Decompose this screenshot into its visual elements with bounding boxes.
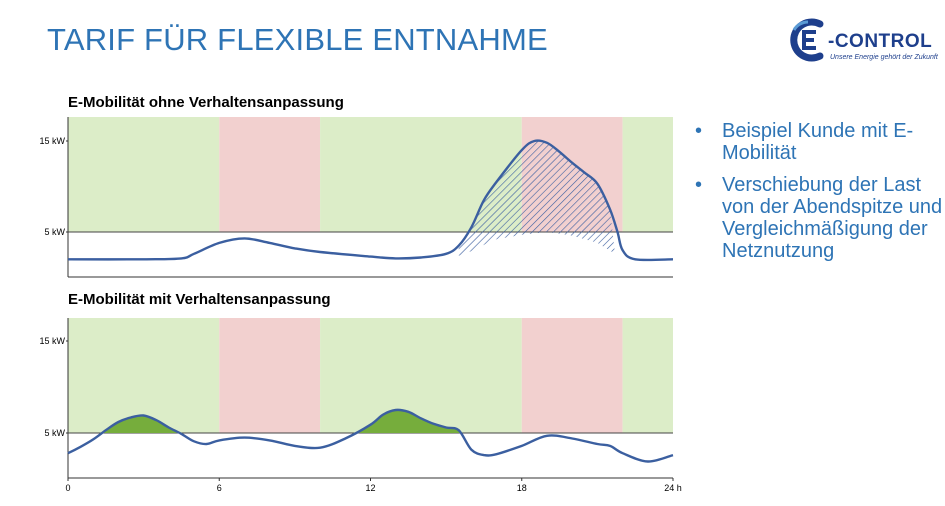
y-tick-label: 5 kW [44, 428, 65, 438]
chart-without-adjustment: 5 kW 15 kW [39, 117, 674, 278]
tariff-band-red [219, 117, 321, 232]
logo-tagline: Unsere Energie gehört der Zukunft [830, 54, 938, 61]
bullet-dot-icon: • [695, 174, 703, 196]
x-tick-label: 12 [365, 483, 375, 493]
chart-title-without-adjustment: E-Mobilität ohne Verhaltensanpassung [68, 94, 344, 111]
tariff-band-red [219, 318, 321, 433]
bullet-dot-icon: • [695, 120, 703, 142]
x-tick-label: 0 [65, 483, 70, 493]
x-tick-label: 6 [217, 483, 222, 493]
y-tick-label: 5 kW [44, 227, 65, 237]
bullet-item: • Verschiebung der Last von der Abendspit… [685, 174, 945, 262]
x-tick-label: 24 h [664, 483, 682, 493]
slide-title: TARIF FÜR FLEXIBLE ENTNAHME [47, 22, 548, 57]
load-curve [67, 139, 674, 262]
tariff-band-green [622, 117, 673, 232]
tariff-band-green [320, 318, 522, 433]
logo-text: -CONTROL [828, 31, 933, 52]
chart-title-with-adjustment: E-Mobilität mit Verhaltensanpassung [68, 291, 331, 308]
y-tick-label: 15 kW [39, 336, 65, 346]
bullet-text: Verschiebung der Last von der Abendspitz… [722, 174, 943, 262]
chart-with-adjustment: 5 kW 15 kW 0 6 12 18 24 h [39, 318, 682, 493]
tariff-band-green [68, 117, 220, 232]
y-tick-label: 15 kW [39, 136, 65, 146]
load-curve [67, 408, 674, 463]
e-control-logo-mark-icon [790, 18, 824, 62]
bullet-text: Beispiel Kunde mit E-Mobilität [722, 120, 914, 164]
load-above-threshold-fill [68, 409, 673, 433]
bullet-list: • Beispiel Kunde mit E-Mobilität • Verschi… [685, 120, 945, 272]
x-tick-label: 18 [517, 483, 527, 493]
shifted-load-hatch [458, 140, 615, 256]
tariff-band-green [622, 318, 673, 433]
bullet-item: • Beispiel Kunde mit E-Mobilität [685, 120, 945, 164]
e-control-logo: -CONTROL Unsere Energie gehört der Zukun… [786, 16, 945, 68]
tariff-band-green [68, 318, 220, 433]
tariff-band-red [521, 318, 623, 433]
